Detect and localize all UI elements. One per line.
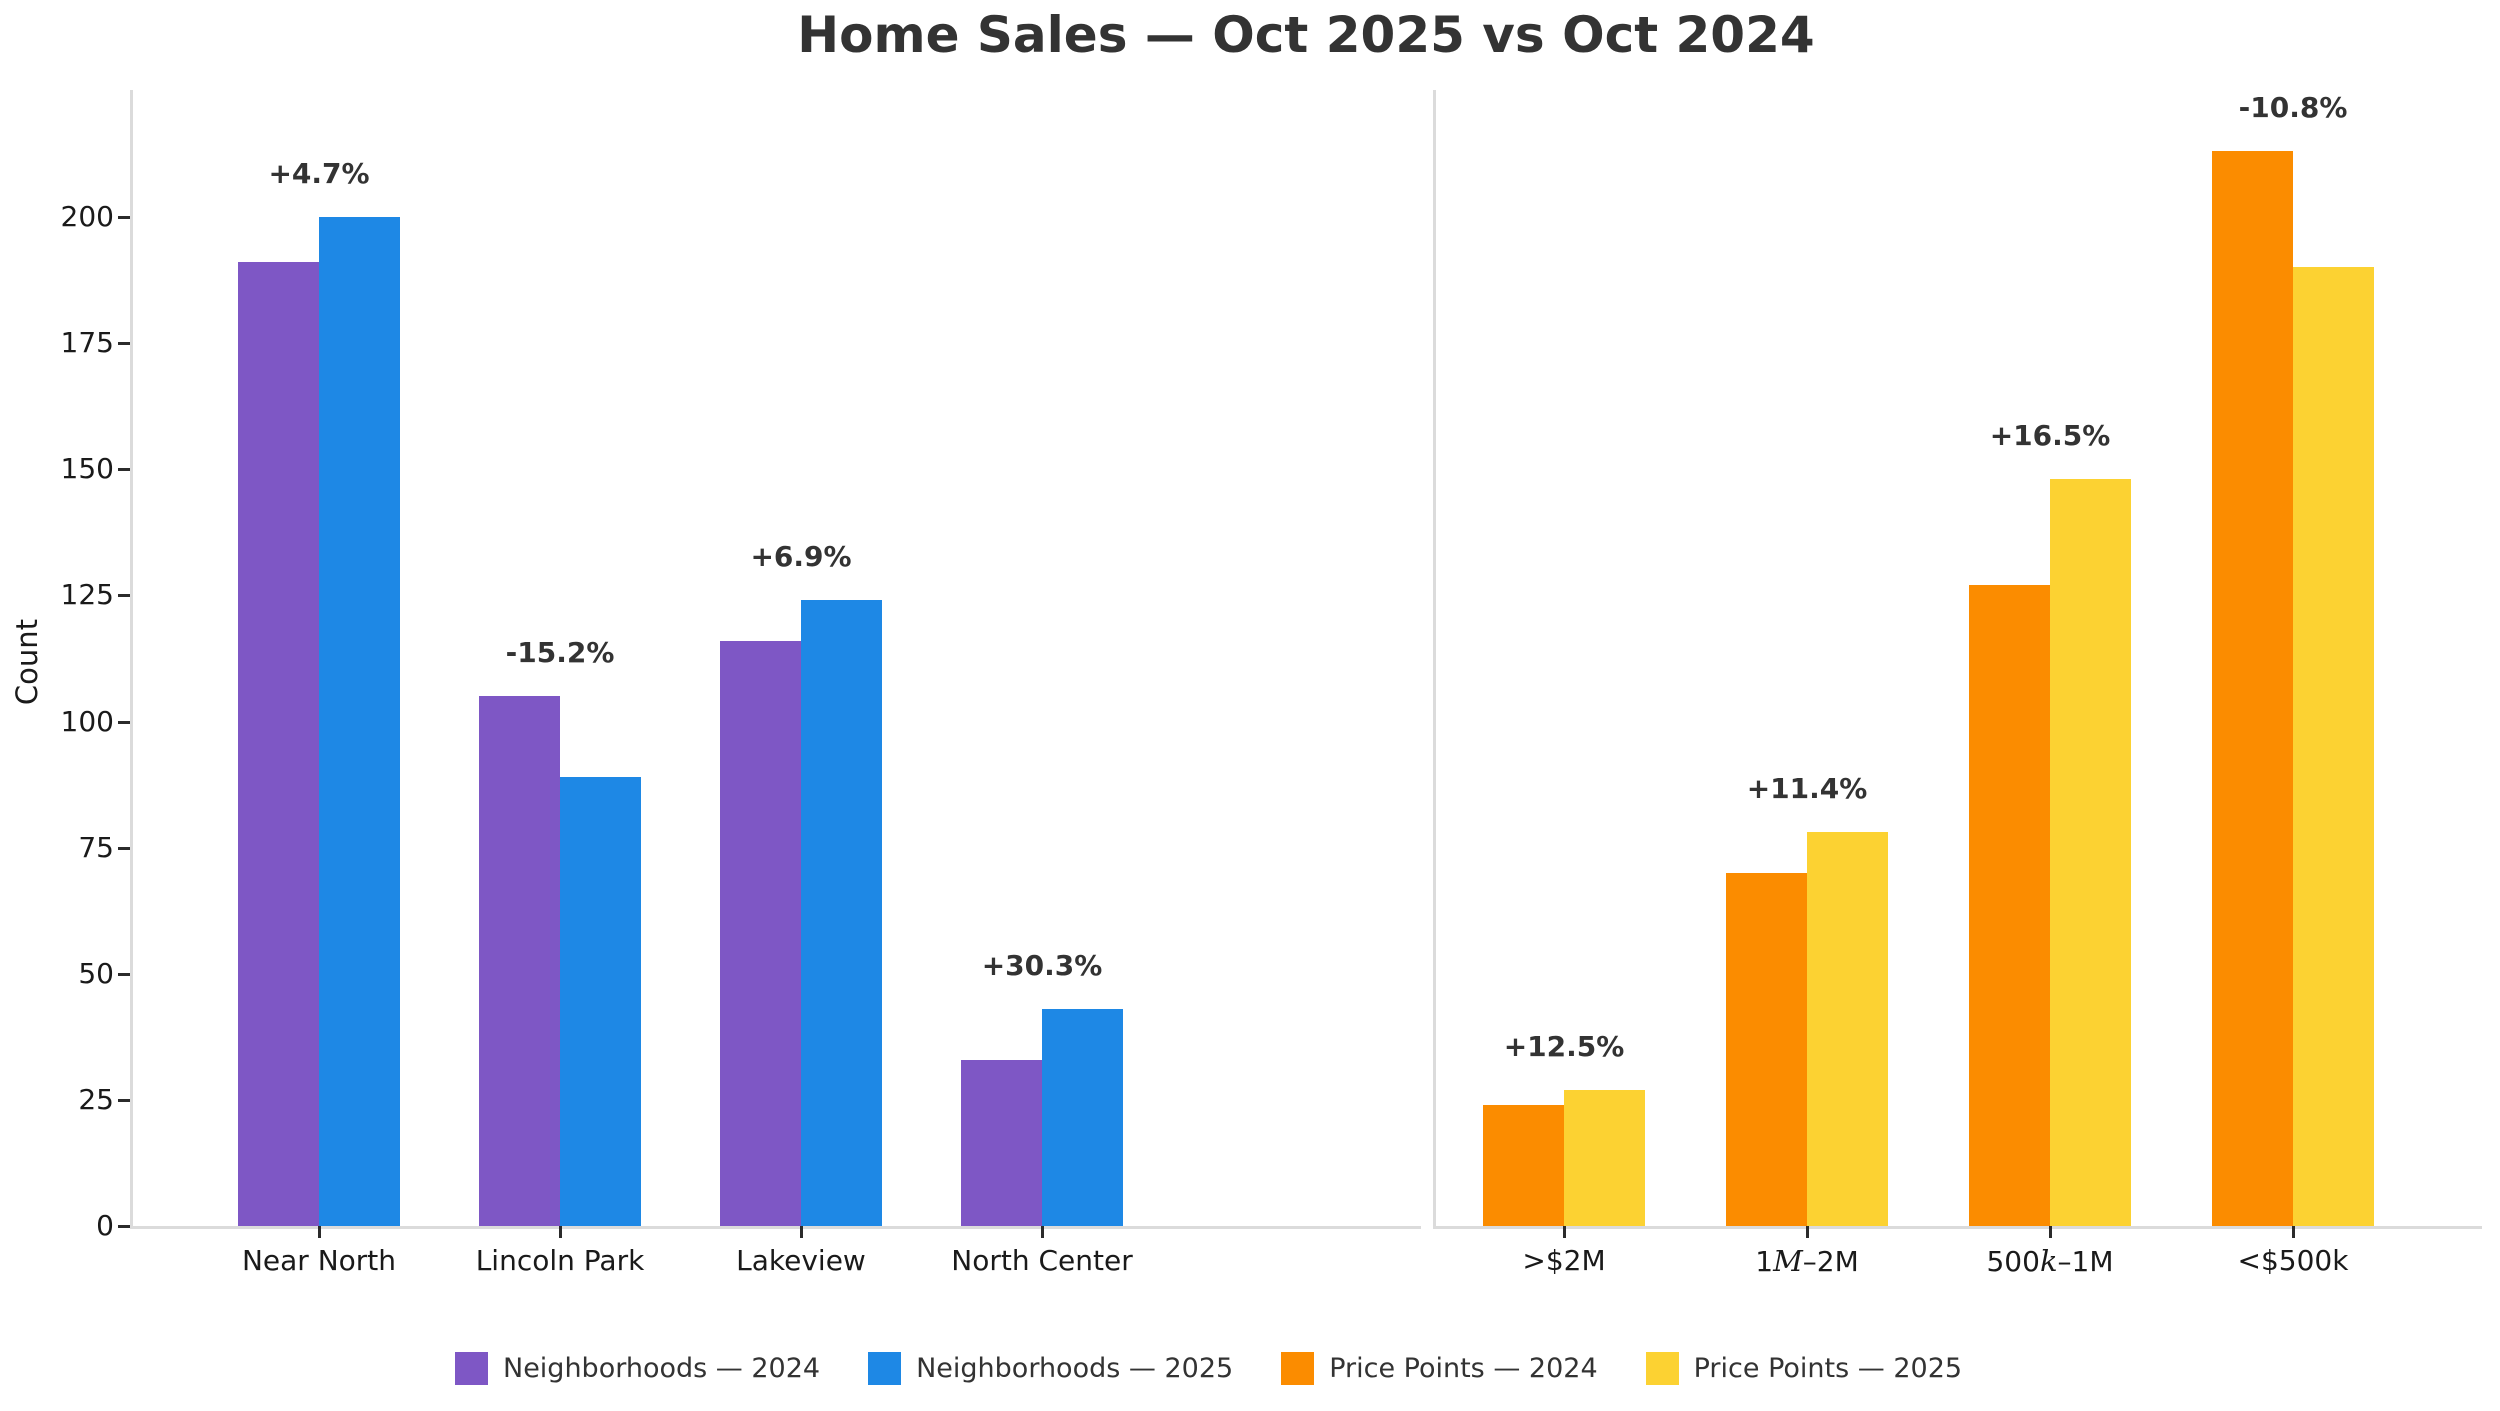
bar-neighborhoods-2025 (1042, 1009, 1123, 1226)
x-tick-label: North Center (951, 1244, 1133, 1277)
bar-price_points-2025 (1807, 832, 1888, 1226)
y-tick-label: 150 (60, 452, 114, 486)
y-tick-mark (118, 468, 130, 472)
legend-swatch-icon (1645, 1352, 1679, 1385)
y-tick-label: 25 (78, 1082, 114, 1116)
y-tick-mark (118, 342, 130, 346)
bar-annotation: +11.4% (1746, 772, 1868, 806)
y-tick-label: 125 (60, 578, 114, 612)
bar-annotation: +4.7% (268, 157, 370, 190)
y-tick-mark (118, 1225, 130, 1228)
bar-annotation: -15.2% (505, 636, 615, 670)
bar-neighborhoods-2025 (560, 776, 641, 1226)
x-tick-mark (800, 1226, 803, 1238)
bar-price_points-2024 (1483, 1104, 1564, 1226)
bar-price_points-2025 (1564, 1089, 1645, 1226)
y-tick-label: 200 (60, 200, 114, 233)
y-axis-spine (130, 90, 133, 1229)
category-label-italic-segment: M (1773, 1244, 1803, 1278)
x-tick-mark (2292, 1226, 2295, 1238)
legend-swatch-icon (455, 1352, 488, 1385)
y-tick-label: 100 (60, 704, 114, 738)
y-axis-spine (1433, 90, 1436, 1229)
x-tick-label: Near North (241, 1244, 397, 1277)
y-tick-mark (118, 594, 130, 598)
bar-price_points-2024 (1969, 585, 2050, 1226)
chart-title: Home Sales — Oct 2025 vs Oct 2024 (797, 6, 1815, 64)
category-label-segment: 500 (1986, 1245, 2040, 1278)
legend-item: Price Points — 2025 (1645, 1352, 1963, 1385)
bar-annotation: +12.5% (1503, 1029, 1625, 1063)
bar-neighborhoods-2024 (961, 1059, 1042, 1226)
y-tick-mark (118, 216, 130, 219)
category-label-segment: 1 (1755, 1245, 1774, 1278)
y-tick-label: 0 (96, 1209, 114, 1242)
x-tick-label: Lakeview (736, 1244, 866, 1277)
bar-annotation: +6.9% (750, 540, 852, 574)
y-tick-mark (118, 972, 130, 976)
bar-neighborhoods-2025 (319, 217, 400, 1226)
bar-price_points-2024 (1726, 872, 1807, 1226)
x-tick-mark (559, 1226, 562, 1238)
x-tick-mark (1806, 1226, 1809, 1238)
legend-label: Price Points — 2024 (1329, 1353, 1598, 1384)
x-axis-baseline (130, 1226, 1421, 1229)
bar-annotation: +30.3% (981, 949, 1103, 983)
x-tick-label: 500k–1M (1890, 1244, 2210, 1279)
x-tick-mark (318, 1226, 321, 1238)
x-tick-label: 1M–2M (1647, 1244, 1967, 1279)
y-tick-label: 75 (78, 830, 114, 864)
x-tick-label: <$500k (2237, 1244, 2349, 1277)
x-axis-baseline (1433, 1226, 2482, 1229)
y-tick-mark (118, 846, 130, 850)
legend-swatch-icon (868, 1352, 902, 1385)
legend-label: Price Points — 2025 (1693, 1353, 1963, 1384)
legend: Neighborhoods — 2024 Neighborhoods — 2025… (455, 1352, 1962, 1385)
bar-annotation: +16.5% (1989, 419, 2111, 453)
legend-label: Neighborhoods — 2025 (916, 1353, 1234, 1384)
category-label-segment: –1M (2057, 1245, 2114, 1278)
legend-item: Price Points — 2024 (1281, 1352, 1598, 1385)
category-label-italic-segment: k (2039, 1244, 2058, 1278)
y-axis-label: Count (10, 618, 44, 706)
category-label-segment: –2M (1802, 1245, 1859, 1278)
y-tick-mark (118, 720, 130, 724)
bar-price_points-2025 (2050, 479, 2131, 1226)
legend-item: Neighborhoods — 2024 (455, 1352, 820, 1385)
x-tick-label: >$2M (1522, 1244, 1606, 1277)
bar-neighborhoods-2024 (479, 696, 560, 1226)
legend-swatch-icon (1281, 1352, 1315, 1385)
x-tick-mark (1563, 1226, 1566, 1238)
x-tick-mark (2049, 1226, 2052, 1238)
y-tick-mark (118, 1098, 130, 1102)
bar-neighborhoods-2024 (720, 640, 801, 1226)
y-tick-label: 175 (60, 326, 114, 360)
y-tick-label: 50 (78, 956, 114, 990)
legend-label: Neighborhoods — 2024 (503, 1353, 821, 1384)
bar-price_points-2024 (2212, 151, 2293, 1226)
x-tick-mark (1041, 1226, 1044, 1238)
bar-price_points-2025 (2293, 267, 2374, 1226)
legend-item: Neighborhoods — 2025 (868, 1352, 1233, 1385)
bar-annotation: -10.8% (2238, 91, 2348, 125)
bar-neighborhoods-2024 (238, 262, 319, 1226)
x-tick-label: Lincoln Park (475, 1244, 645, 1277)
bar-neighborhoods-2025 (801, 600, 882, 1226)
